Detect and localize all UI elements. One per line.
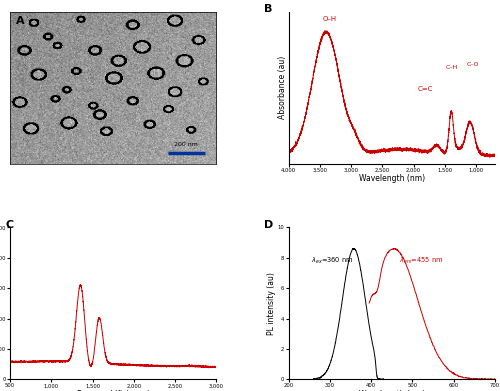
Text: $\lambda_{em}$=455 nm: $\lambda_{em}$=455 nm [399, 256, 444, 266]
Text: D: D [264, 220, 273, 230]
Y-axis label: Absorbance (au): Absorbance (au) [278, 56, 287, 119]
Text: C–H: C–H [446, 65, 458, 70]
Text: 200 nm: 200 nm [174, 142, 199, 147]
X-axis label: Raman shift (cm⁻¹): Raman shift (cm⁻¹) [76, 390, 150, 391]
Text: $\lambda_{ex}$=360 nm: $\lambda_{ex}$=360 nm [312, 256, 354, 266]
Y-axis label: PL intensity (au): PL intensity (au) [268, 272, 276, 335]
X-axis label: Wavelength (nm): Wavelength (nm) [358, 174, 425, 183]
Text: O–H: O–H [322, 16, 336, 22]
Text: A: A [16, 16, 25, 26]
Text: B: B [264, 4, 272, 14]
X-axis label: Wavelength (nm): Wavelength (nm) [358, 390, 425, 391]
Text: C–O: C–O [466, 62, 478, 67]
Text: C=C: C=C [418, 86, 432, 92]
Text: C: C [6, 220, 14, 230]
